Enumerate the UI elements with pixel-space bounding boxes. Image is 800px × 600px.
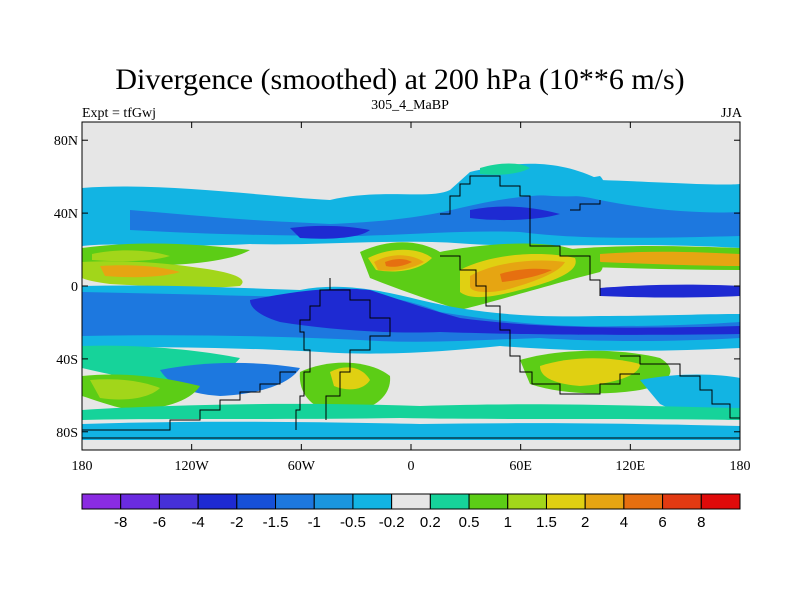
- experiment-label: Expt = tfGwj: [82, 106, 156, 121]
- arctic-blob-2: [480, 163, 530, 175]
- north-band-neg-mid: [130, 194, 740, 238]
- colorbar-label: 4: [620, 514, 628, 531]
- colorbar-swatch: [275, 493, 315, 510]
- antarctic-neg: [82, 421, 740, 440]
- colorbar-label: -2: [230, 514, 243, 531]
- equator-neg-strong-2: [600, 284, 740, 298]
- colorbar-label: 1: [504, 514, 512, 531]
- colorbar-swatch: [429, 493, 470, 510]
- colorbar-swatch: [391, 493, 431, 510]
- colorbar-swatch: [507, 493, 547, 510]
- equator-pos-red: [385, 259, 552, 282]
- colorbar-swatch: [545, 493, 586, 510]
- colorbar-swatch: [197, 493, 238, 510]
- contour-field: [82, 122, 740, 450]
- colorbar-swatch: [468, 493, 509, 510]
- colorbar-label: 1.5: [536, 514, 557, 531]
- africa-outline: [440, 255, 640, 395]
- x-tick-label: 120E: [616, 459, 646, 474]
- colorbar-label: 0.5: [459, 514, 480, 531]
- colorbar-swatch: [158, 493, 199, 510]
- plot-title: Divergence (smoothed) at 200 hPa (10**6 …: [115, 63, 685, 96]
- north-band-neg-strong: [290, 206, 560, 239]
- south-indian-yellow: [540, 358, 640, 386]
- y-tick-label: 80S: [56, 426, 78, 441]
- x-tick-label: 180: [730, 459, 751, 474]
- x-tick-label: 0: [408, 459, 415, 474]
- colorbar-swatch: [584, 493, 625, 510]
- north-pos-band-2: [92, 250, 170, 262]
- y-tick-label: 40N: [54, 207, 78, 222]
- colorbar-label: -6: [153, 514, 166, 531]
- antarctic-pos: [82, 403, 740, 420]
- colorbar-swatch: [352, 493, 393, 510]
- x-tick-label: 120W: [175, 459, 210, 474]
- axis-ticks: 180 120W 60W 0 60E 120E 180 80N 40N 0 40S 80S: [54, 122, 751, 474]
- x-tick-label: 60E: [509, 459, 532, 474]
- colorbar-swatch: [313, 493, 354, 510]
- run-label: 305_4_MaBP: [371, 98, 449, 113]
- colorbar-swatch: [236, 493, 277, 510]
- season-label: JJA: [720, 106, 742, 121]
- pacific-pos-orange: [100, 265, 180, 278]
- equator-pos-orange: [374, 255, 565, 293]
- colorbar-label: 6: [658, 514, 666, 531]
- colorbar-label: 2: [581, 514, 589, 531]
- australia-outline: [620, 355, 740, 419]
- x-tick-label: 60W: [288, 459, 316, 474]
- americas-outline: [295, 278, 391, 430]
- colorbar-label: -1.5: [263, 514, 289, 531]
- west-coast-outline: [82, 371, 296, 431]
- colorbar-label: 8: [697, 514, 705, 531]
- y-tick-label: 0: [71, 280, 78, 295]
- y-tick-label: 40S: [56, 353, 78, 368]
- colorbar-label: 0.2: [420, 514, 441, 531]
- colorbar-swatch: [120, 493, 160, 510]
- north-pos-band-4: [600, 251, 740, 266]
- colorbar-swatch: [623, 493, 664, 510]
- colorbar: -8 -6 -4 -2 -1.5 -1 -0.5 -0.2 0.2 0.5 1 1.5 2 4 6 8: [81, 493, 741, 531]
- x-tick-label: 180: [72, 459, 93, 474]
- colorbar-swatch: [81, 493, 122, 510]
- eurasia-outline: [440, 175, 601, 296]
- y-tick-label: 80N: [54, 134, 78, 149]
- coastlines: [82, 175, 740, 439]
- colorbar-label: -4: [191, 514, 204, 531]
- colorbar-label: -0.2: [379, 514, 405, 531]
- south-pos-yellow: [90, 379, 160, 400]
- equator-neg-strong: [250, 288, 740, 335]
- colorbar-label: -0.5: [340, 514, 366, 531]
- colorbar-label: -8: [114, 514, 127, 531]
- colorbar-swatch: [662, 493, 702, 510]
- colorbar-swatch: [700, 493, 741, 510]
- colorbar-label: -1: [308, 514, 321, 531]
- arctic-blob-1: [470, 168, 604, 197]
